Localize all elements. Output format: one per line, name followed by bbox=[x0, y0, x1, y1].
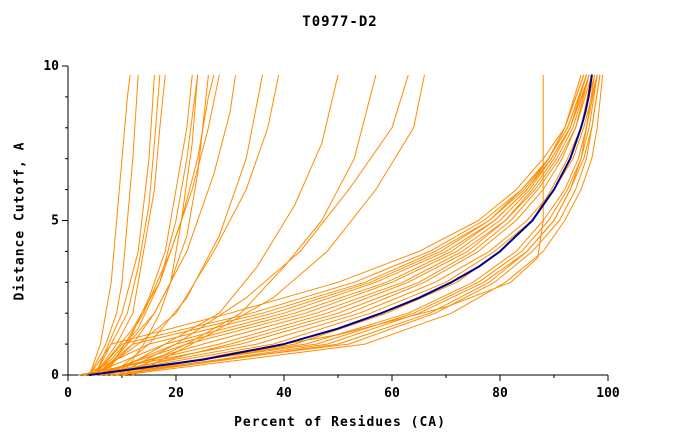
x-tick-label: 0 bbox=[64, 386, 72, 401]
model-line bbox=[83, 74, 590, 376]
model-line bbox=[99, 74, 593, 376]
chart-title: T0977-D2 bbox=[302, 14, 378, 30]
model-line bbox=[83, 74, 582, 376]
model-line bbox=[94, 74, 595, 376]
model-line bbox=[121, 74, 377, 376]
model-line bbox=[94, 74, 161, 376]
model-line bbox=[110, 74, 598, 376]
model-line bbox=[89, 74, 585, 376]
model-line bbox=[94, 74, 587, 376]
x-axis-label: Percent of Residues (CA) bbox=[234, 415, 446, 430]
x-tick-label: 60 bbox=[384, 386, 400, 401]
x-tick-label: 40 bbox=[276, 386, 292, 401]
model-line bbox=[94, 74, 587, 376]
model-line bbox=[78, 74, 593, 376]
model-line bbox=[94, 74, 598, 376]
x-tick-label: 20 bbox=[168, 386, 184, 401]
model-line bbox=[121, 74, 199, 376]
model-line bbox=[94, 74, 166, 376]
x-tick-label: 80 bbox=[492, 386, 508, 401]
model-line bbox=[110, 74, 263, 376]
model-line bbox=[105, 74, 590, 376]
model-line bbox=[94, 74, 587, 376]
x-tick-label: 100 bbox=[596, 386, 620, 401]
model-line bbox=[121, 74, 604, 376]
model-line bbox=[89, 74, 590, 376]
model-line bbox=[94, 74, 280, 376]
y-axis-label: Distance Cutoff, A bbox=[12, 141, 28, 301]
model-line bbox=[132, 74, 425, 376]
model-line bbox=[105, 74, 220, 376]
model-line bbox=[89, 74, 139, 376]
y-tick-label: 0 bbox=[51, 368, 59, 383]
model-line bbox=[89, 74, 199, 376]
model-line bbox=[110, 74, 339, 376]
y-tick-label: 10 bbox=[43, 59, 59, 74]
summary-line bbox=[88, 74, 593, 376]
model-line bbox=[99, 74, 236, 376]
model-line bbox=[89, 74, 131, 376]
model-line bbox=[94, 74, 155, 376]
y-tick-label: 5 bbox=[51, 214, 59, 229]
model-line bbox=[94, 74, 587, 376]
model-line bbox=[94, 74, 601, 376]
model-line bbox=[116, 74, 409, 376]
model-line bbox=[89, 74, 598, 376]
